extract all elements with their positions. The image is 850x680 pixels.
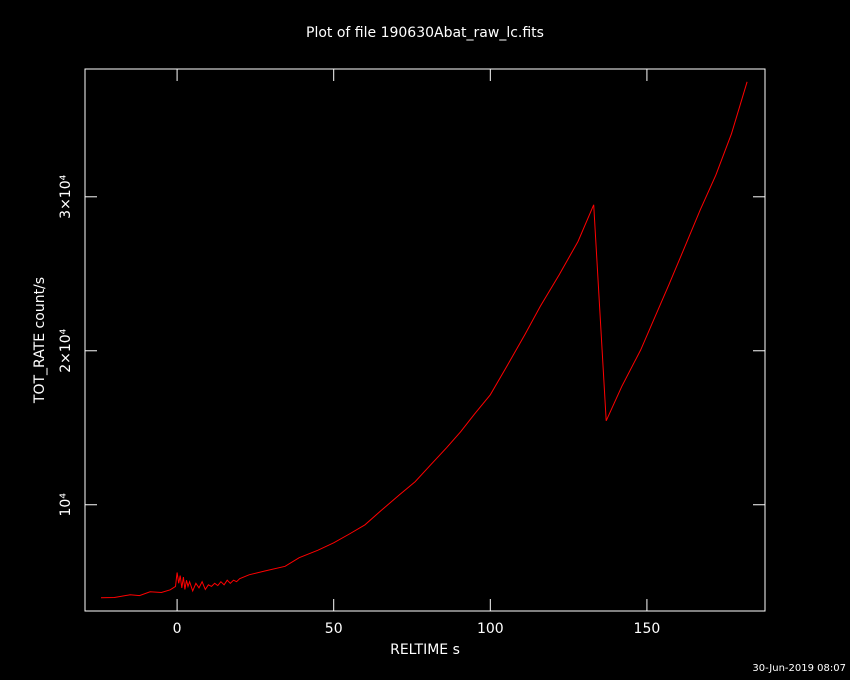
data-line — [100, 81, 748, 599]
chart-title: Plot of file 190630Abat_raw_lc.fits — [306, 25, 544, 41]
x-tick-label: 100 — [477, 621, 504, 637]
x-axis-label: RELTIME s — [390, 642, 460, 658]
y-tick-label: 3×10⁴ — [58, 174, 74, 218]
y-tick-label: 10⁴ — [58, 493, 74, 517]
x-tick-label: 0 — [173, 621, 182, 637]
plot-frame — [84, 68, 766, 612]
x-tick-label: 50 — [325, 621, 343, 637]
timestamp: 30-Jun-2019 08:07 — [752, 663, 846, 674]
y-tick-label: 2×10⁴ — [58, 328, 74, 372]
x-tick-label: 150 — [634, 621, 661, 637]
y-axis-label: TOT_RATE count/s — [32, 277, 48, 404]
